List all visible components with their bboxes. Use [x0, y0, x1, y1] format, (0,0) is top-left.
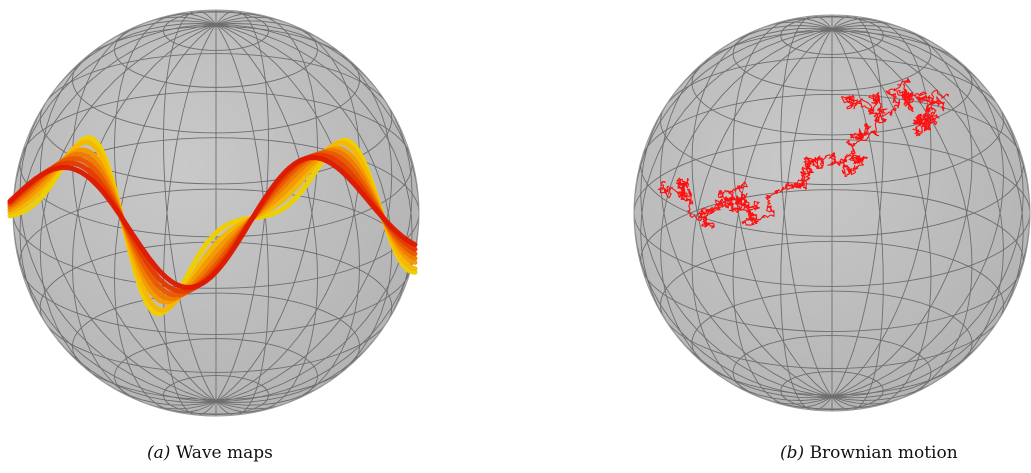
longitude-line [780, 15, 884, 411]
caption-label-a: (a) [147, 443, 171, 463]
longitude-line [732, 18, 932, 408]
sphere-outline [633, 14, 1031, 412]
longitude-line [163, 10, 269, 416]
wave-curve [7, 146, 418, 305]
wave-maps-sphere [7, 9, 420, 417]
caption-label-b: (b) [780, 443, 805, 463]
brownian-path [657, 78, 949, 229]
longitude-line [114, 13, 318, 413]
longitude-line [660, 25, 1004, 401]
wave-curves [7, 135, 418, 317]
caption-text-a: Wave maps [175, 443, 273, 463]
wave-curve [7, 155, 418, 290]
wave-curve [7, 148, 418, 301]
caption-text-b: Brownian motion [809, 443, 958, 463]
longitude-line [13, 24, 419, 402]
caption-wave-maps: (a) Wave maps [147, 443, 273, 463]
brownian-motion-sphere [633, 14, 1031, 412]
longitude-line [640, 27, 1024, 399]
longitude-line [780, 15, 884, 411]
caption-brownian-motion: (b) Brownian motion [780, 443, 958, 463]
panel-wave-maps: (a) Wave maps [0, 0, 430, 473]
longitude-line [640, 27, 1024, 399]
panel-brownian-motion: (b) Brownian motion [600, 0, 1031, 473]
longitude-line [660, 25, 1004, 401]
longitude-line [114, 13, 318, 413]
wave-curve [7, 139, 418, 313]
longitude-line [39, 20, 393, 406]
longitude-line [634, 28, 1030, 398]
longitude-line [19, 23, 413, 403]
wave-curve [7, 150, 418, 298]
longitude-line [732, 18, 932, 408]
